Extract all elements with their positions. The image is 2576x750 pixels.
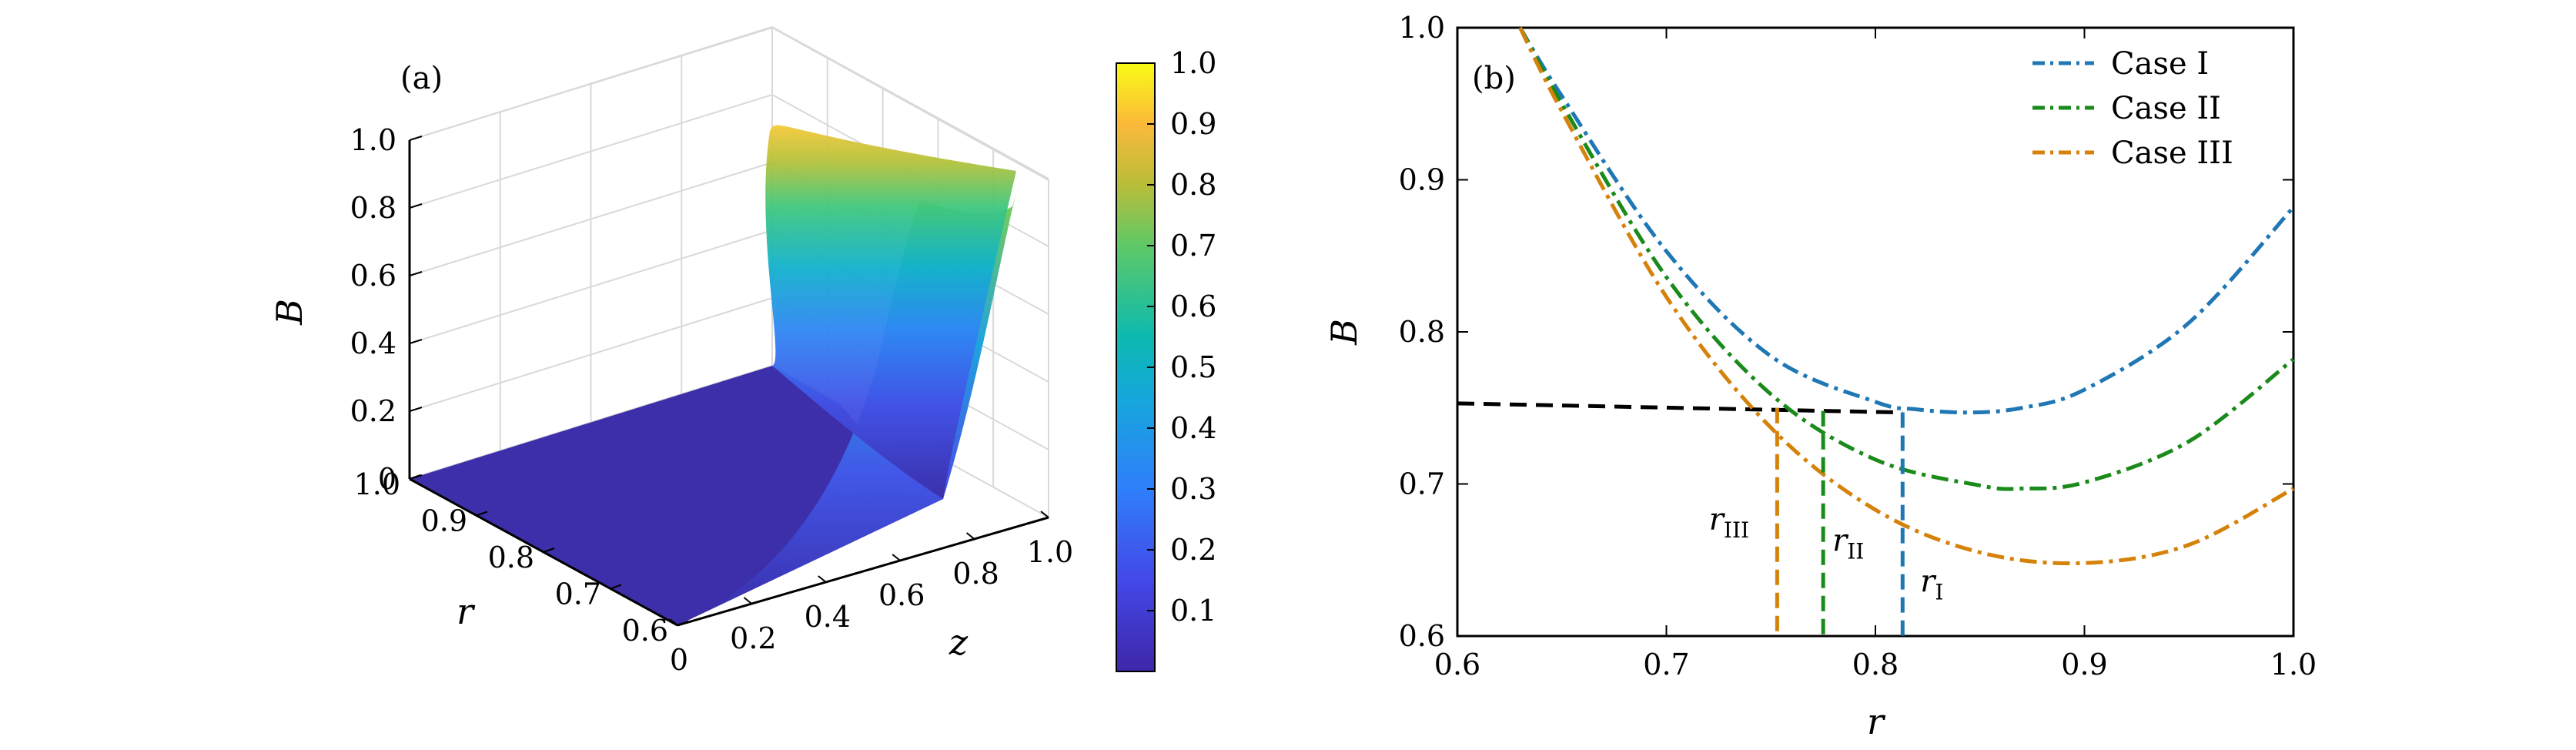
colorbar-tick-label: 0.4 xyxy=(1170,411,1216,445)
z-tick-label: 0 xyxy=(670,643,688,677)
r-axis-label-a: r xyxy=(457,591,476,632)
B-tick-mark xyxy=(409,203,423,209)
r-tick-label: 0.9 xyxy=(421,504,467,538)
r-axis-label-b: r xyxy=(1867,701,1886,742)
r-tick-mark xyxy=(409,474,421,480)
y-tick-label: 1.0 xyxy=(1399,11,1445,45)
r-marker-label: rIII xyxy=(1709,502,1749,543)
y-tick-label: 0.7 xyxy=(1399,467,1445,501)
x-tick-label: 1.0 xyxy=(2270,648,2317,681)
surface xyxy=(410,125,1016,625)
z-tick-label: 0.2 xyxy=(730,621,776,655)
B-tick-label: 0.2 xyxy=(350,394,396,428)
legend-label: Case II xyxy=(2111,91,2221,126)
B-tick-label: 0.6 xyxy=(350,259,396,293)
reference-dashed-line xyxy=(1457,401,1903,415)
z-tick-mark xyxy=(965,532,975,540)
series-line-2 xyxy=(1518,26,2295,491)
surface-plot-panel: 00.20.40.60.81.01.00.90.80.70.600.20.40.… xyxy=(269,26,1216,677)
legend-label: Case III xyxy=(2111,136,2233,171)
B-axis-label-b: B xyxy=(1323,319,1365,346)
B-tick-label: 0 xyxy=(378,462,396,496)
r-tick-mark xyxy=(610,584,622,590)
B-tick-mark xyxy=(409,339,423,344)
r-tick-mark xyxy=(543,547,555,553)
r-tick-mark xyxy=(476,511,488,517)
z-tick-label: 0.8 xyxy=(952,557,999,591)
reference-lines xyxy=(1457,401,1903,415)
colorbar-tick-label: 0.6 xyxy=(1170,290,1216,323)
colorbar-tick-label: 0.2 xyxy=(1170,533,1216,567)
series-line-3 xyxy=(1518,26,2295,566)
x-tick-label: 0.9 xyxy=(2061,648,2107,681)
B-tick-label: 0.4 xyxy=(350,326,396,360)
B-tick-mark xyxy=(409,271,423,276)
y-tick-label: 0.9 xyxy=(1399,163,1445,197)
colorbar-tick-label: 0.9 xyxy=(1170,107,1216,141)
y-tick-label: 0.8 xyxy=(1399,315,1445,349)
wall-grid-line xyxy=(771,26,1049,179)
panel-a-label: (a) xyxy=(400,61,443,96)
legend-label: Case I xyxy=(2111,46,2209,82)
z-tick-label: 1.0 xyxy=(1027,535,1073,569)
colorbar-tick-label: 1.0 xyxy=(1170,46,1216,80)
colorbar-tick-label: 0.1 xyxy=(1170,594,1216,628)
z-tick-mark xyxy=(743,597,753,604)
B-tick-label: 0.8 xyxy=(350,191,396,225)
z-axis-label-a: z xyxy=(948,621,969,663)
z-tick-mark xyxy=(669,618,678,626)
colorbar: 0.1 0.2 0.3 0.4 0.5 0.6 0.7 0.8 0.9 1.0 xyxy=(1116,46,1216,672)
axis-ticks-3d: 00.20.40.60.81.01.00.90.80.70.600.20.40.… xyxy=(350,123,1074,677)
line-plot-panel: 0.6 0.7 0.8 0.9 1.00.60.70.80.91.0 rIII rIIrI… xyxy=(1323,11,2317,742)
zcoord-axis-line xyxy=(677,516,1049,627)
y-tick-label: 0.6 xyxy=(1399,619,1445,653)
r-tick-label: 1.0 xyxy=(354,467,400,501)
r-marker-label: rII xyxy=(1832,523,1864,564)
z-tick-label: 0.6 xyxy=(878,578,925,612)
r-tick-mark xyxy=(677,621,689,626)
legend: Case I Case II Case III xyxy=(2032,46,2233,171)
r-tick-label: 0.6 xyxy=(622,614,668,648)
B-axis-label-a: B xyxy=(269,299,310,326)
x-tick-label: 0.8 xyxy=(1852,648,1899,681)
z-tick-mark xyxy=(1040,511,1049,518)
series-line-1 xyxy=(1518,26,2295,415)
B-tick-label: 1.0 xyxy=(350,123,396,157)
r-markers: rIII rII rI xyxy=(1709,407,1943,636)
colorbar-tick-label: 0.7 xyxy=(1170,229,1216,263)
colorbar-ticks: 0.1 0.2 0.3 0.4 0.5 0.6 0.7 0.8 0.9 1.0 xyxy=(1147,46,1216,628)
colorbar-tick-label: 0.5 xyxy=(1170,350,1216,384)
axis-ticks-b: 0.6 0.7 0.8 0.9 1.0 0.6 0.7 0.8 0.9 1.0 xyxy=(1399,11,2317,681)
r-tick-label: 0.8 xyxy=(488,541,534,574)
z-tick-mark xyxy=(818,575,827,583)
panel-b-label: (b) xyxy=(1472,61,1516,96)
colorbar-tick-label: 0.3 xyxy=(1170,472,1216,506)
z-tick-mark xyxy=(892,554,901,561)
colorbar-tick-label: 0.8 xyxy=(1170,168,1216,202)
B-tick-mark xyxy=(409,407,423,412)
surface-top xyxy=(765,125,1016,499)
r-marker-label: rI xyxy=(1920,564,1943,605)
x-tick-label: 0.6 xyxy=(1434,648,1480,681)
x-tick-label: 0.7 xyxy=(1643,648,1689,681)
z-tick-label: 0.4 xyxy=(805,600,851,634)
r-tick-label: 0.7 xyxy=(555,578,601,611)
series-lines xyxy=(1518,26,2295,566)
B-tick-mark xyxy=(409,136,423,141)
